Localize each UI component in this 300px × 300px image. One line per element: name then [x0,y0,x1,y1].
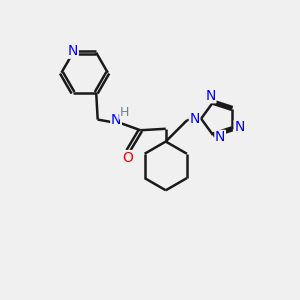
Text: H: H [120,106,129,119]
Text: O: O [122,151,133,165]
Text: N: N [189,112,200,126]
Text: N: N [111,113,121,128]
Text: N: N [215,130,225,144]
Text: N: N [206,89,216,103]
Text: N: N [234,120,244,134]
Text: N: N [68,44,78,58]
